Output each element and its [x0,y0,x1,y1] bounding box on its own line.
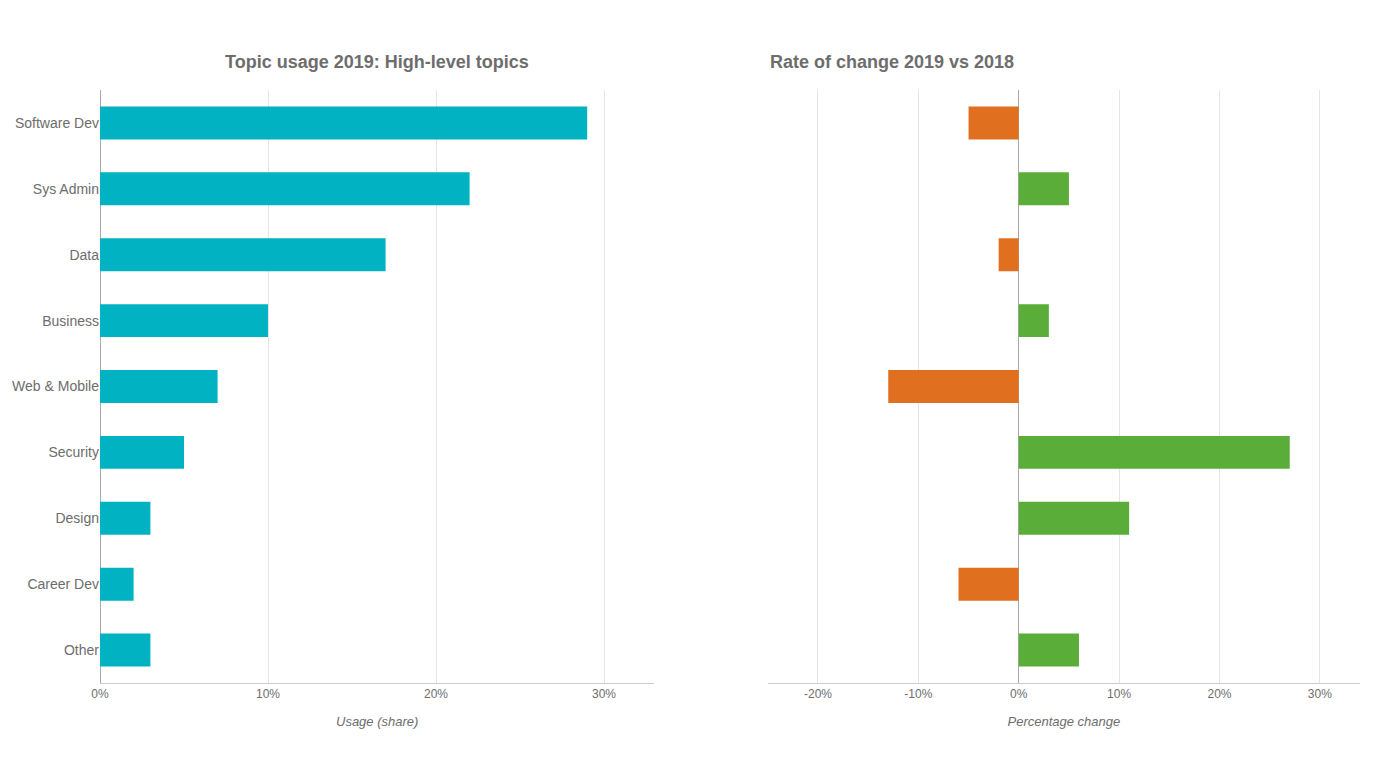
svg-text:Business: Business [42,313,99,329]
svg-text:Other: Other [64,642,99,658]
svg-text:-10%: -10% [904,687,932,701]
svg-text:Security: Security [48,444,99,460]
svg-text:Design: Design [55,510,99,526]
svg-text:Topic usage 2019: High-level t: Topic usage 2019: High-level topics [225,52,529,72]
svg-text:Sys Admin: Sys Admin [33,181,99,197]
svg-text:Software Dev: Software Dev [15,115,99,131]
svg-text:20%: 20% [1207,687,1231,701]
svg-text:-20%: -20% [804,687,832,701]
svg-text:Web & Mobile: Web & Mobile [12,378,99,394]
svg-text:0%: 0% [1010,687,1028,701]
svg-text:Career Dev: Career Dev [27,576,99,592]
svg-text:10%: 10% [1107,687,1131,701]
svg-text:0%: 0% [91,687,109,701]
svg-text:Data: Data [69,247,99,263]
svg-text:10%: 10% [256,687,280,701]
svg-text:Rate of change 2019 vs 2018: Rate of change 2019 vs 2018 [770,52,1014,72]
svg-text:20%: 20% [424,687,448,701]
svg-text:Usage (share): Usage (share) [336,714,418,729]
svg-text:30%: 30% [1308,687,1332,701]
svg-text:30%: 30% [592,687,616,701]
svg-text:Percentage change: Percentage change [1008,714,1121,729]
